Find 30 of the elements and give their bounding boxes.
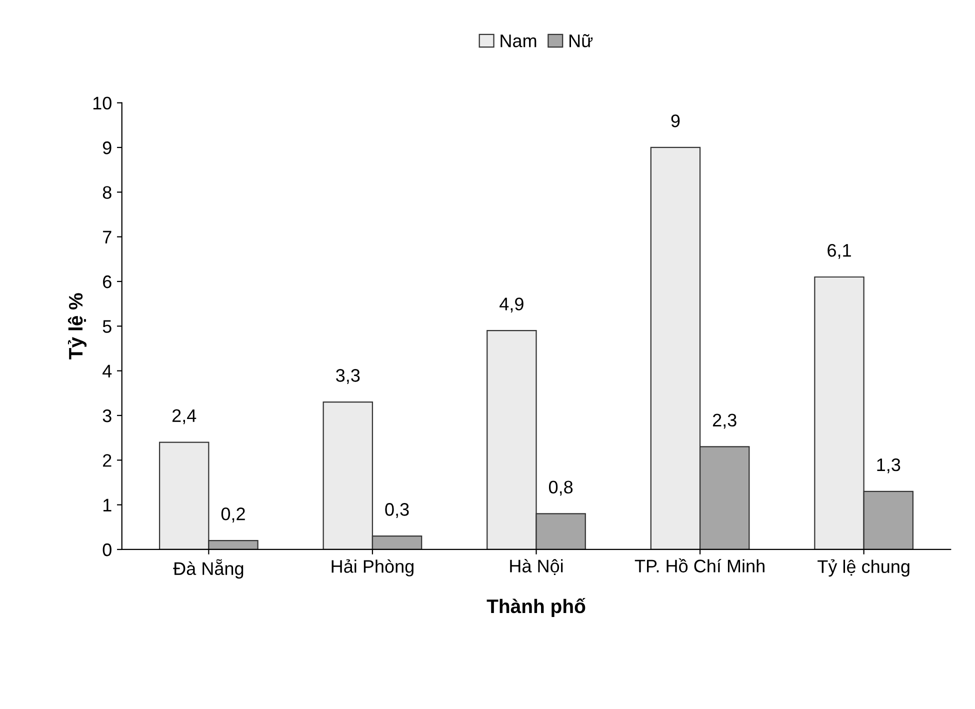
legend-label: Nữ [570, 34, 593, 48]
y-tick-label: 2 [103, 454, 112, 467]
y-tick-label: 8 [102, 186, 112, 199]
data-label: 9 [671, 114, 680, 128]
y-tick-label: 5 [102, 320, 112, 333]
data-label: 0,2 [221, 508, 245, 522]
y-tick-label: 4 [102, 364, 112, 378]
y-tick-label: 0 [102, 543, 112, 556]
y-tick-label: 7 [103, 230, 112, 244]
y-tick-label: 6 [103, 275, 112, 288]
y-tick-label: 3 [102, 409, 112, 422]
data-label: 2,4 [172, 409, 196, 424]
x-tick-label: TP. Hồ Chí Minh [634, 558, 764, 572]
x-tick-label: Tỷ lệ chung [818, 559, 910, 577]
y-tick-label: 1 [103, 498, 112, 512]
y-axis-title: Tỷ lệ % [68, 293, 87, 360]
data-label: 6,1 [828, 244, 851, 259]
data-label: 0,8 [548, 480, 573, 496]
data-label: 0,3 [385, 503, 409, 518]
data-label: 4,9 [500, 298, 524, 313]
x-tick-label: Đà Nẵng [173, 559, 244, 579]
x-axis-title: Thành phố [486, 598, 586, 618]
x-tick-label: Hải Phòng [332, 559, 414, 576]
y-tick-label: 10 [93, 96, 112, 110]
data-label: 3,3 [336, 369, 360, 384]
data-label: 1,3 [877, 458, 900, 474]
data-label: 2,3 [712, 414, 736, 429]
y-tick-label: 9 [102, 141, 112, 154]
x-tick-label: Hà Nội [510, 558, 563, 576]
legend-label: Nam [500, 34, 536, 48]
